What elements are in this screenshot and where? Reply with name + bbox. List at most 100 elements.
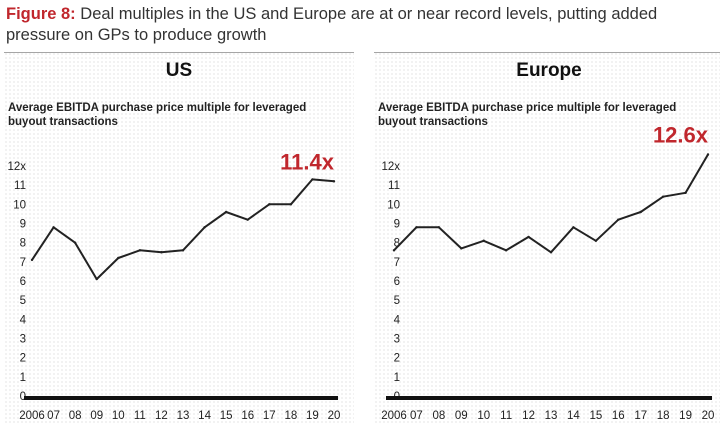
x-tick-label: 12 <box>522 410 535 422</box>
x-tick-label: 10 <box>112 410 125 422</box>
x-tick-label: 2006 <box>381 410 407 422</box>
y-tick-label: 9 <box>20 219 26 231</box>
x-tick-label: 18 <box>284 410 297 422</box>
y-tick-label: 5 <box>394 295 400 307</box>
x-tick-label: 20 <box>702 410 715 422</box>
x-tick-label: 16 <box>241 410 254 422</box>
data-point <box>160 251 163 254</box>
figure-caption-text: Deal multiples in the US and Europe are … <box>6 5 658 44</box>
x-tick-label: 13 <box>177 410 190 422</box>
data-point <box>268 203 271 206</box>
x-tick-label: 20 <box>328 410 341 422</box>
y-tick-label: 3 <box>20 334 26 346</box>
europe-line-chart: 0123456789101112x20060708091011121314151… <box>381 123 715 423</box>
y-tick-label: 8 <box>394 238 400 250</box>
figure-label: Figure 8: <box>6 5 76 23</box>
x-tick-label: 13 <box>545 410 558 422</box>
y-tick-label: 6 <box>20 276 26 288</box>
data-point <box>504 249 508 252</box>
data-point <box>311 178 314 181</box>
data-point <box>706 153 710 156</box>
data-point <box>392 249 396 252</box>
data-point <box>460 247 463 250</box>
data-point <box>617 218 620 221</box>
data-point <box>482 239 485 242</box>
data-point <box>117 256 120 260</box>
x-tick-label: 07 <box>47 410 60 422</box>
y-tick-label: 12x <box>381 161 400 173</box>
y-tick-label: 4 <box>394 314 401 326</box>
data-point <box>181 249 185 252</box>
data-point <box>224 210 228 214</box>
x-tick-label: 12 <box>155 410 168 422</box>
x-tick-label: 09 <box>90 410 103 422</box>
data-point <box>52 226 55 229</box>
data-point <box>549 251 553 254</box>
y-tick-label: 2 <box>394 353 400 365</box>
data-point <box>415 226 418 229</box>
y-tick-label: 2 <box>20 353 26 365</box>
x-tick-label: 14 <box>198 410 211 422</box>
data-point <box>527 235 530 239</box>
data-point <box>639 210 642 214</box>
x-tick-label: 07 <box>410 410 423 422</box>
y-tick-label: 3 <box>394 334 400 346</box>
y-tick-label: 4 <box>20 314 27 326</box>
x-tick-label: 14 <box>567 410 580 422</box>
x-tick-label: 08 <box>69 410 82 422</box>
data-point <box>203 226 206 229</box>
y-tick-label: 5 <box>20 295 26 307</box>
y-tick-label: 7 <box>20 257 26 269</box>
chart-subtitle: Average EBITDA purchase price multiple f… <box>378 102 677 128</box>
us-chart-panel: US Average EBITDA purchase price multipl… <box>4 52 354 424</box>
callout-label: 11.4x <box>280 149 335 174</box>
x-tick-label: 11 <box>134 410 146 422</box>
data-point <box>73 241 77 244</box>
series-line <box>393 153 709 254</box>
y-tick-label: 1 <box>20 372 26 384</box>
panel-background <box>4 52 354 424</box>
x-tick-label: 19 <box>306 410 319 422</box>
x-tick-label: 09 <box>455 410 468 422</box>
x-tick-label: 15 <box>589 410 602 422</box>
chart-subtitle: Average EBITDA purchase price multiple f… <box>8 102 307 128</box>
chart-region-title: US <box>165 60 193 81</box>
x-tick-label: 17 <box>263 410 276 422</box>
y-tick-label: 6 <box>394 276 400 288</box>
x-tick-label: 08 <box>432 410 445 422</box>
data-point <box>437 226 441 229</box>
x-tick-label: 16 <box>612 410 625 422</box>
y-tick-label: 11 <box>388 180 400 192</box>
series-line <box>31 178 335 281</box>
callout-label: 12.6x <box>653 123 709 148</box>
data-point <box>594 239 598 242</box>
data-point <box>138 249 142 252</box>
y-tick-label: 10 <box>13 199 26 211</box>
y-tick-label: 0 <box>20 391 26 403</box>
data-point <box>246 218 249 221</box>
x-tick-label: 19 <box>679 410 692 422</box>
data-point <box>684 191 687 195</box>
x-tick-label: 2006 <box>19 410 45 422</box>
x-tick-label: 17 <box>634 410 647 422</box>
y-tick-label: 8 <box>20 238 26 250</box>
europe-chart-panel: Europe Average EBITDA purchase price mul… <box>374 52 720 424</box>
y-tick-label: 11 <box>14 180 26 192</box>
data-point <box>95 277 98 281</box>
data-point <box>572 226 575 229</box>
x-tick-label: 11 <box>500 410 512 422</box>
y-tick-label: 7 <box>394 257 400 269</box>
x-tick-label: 15 <box>220 410 233 422</box>
y-tick-label: 1 <box>394 372 400 384</box>
y-tick-label: 10 <box>387 199 400 211</box>
data-point <box>289 203 293 206</box>
x-tick-label: 10 <box>477 410 490 422</box>
panel-background <box>374 52 720 424</box>
figure-caption: Figure 8: Deal multiples in the US and E… <box>6 4 714 46</box>
data-point <box>332 180 336 183</box>
data-point <box>30 258 34 262</box>
y-tick-label: 12x <box>7 161 26 173</box>
chart-region-title: Europe <box>516 60 582 81</box>
x-tick-label: 18 <box>657 410 670 422</box>
